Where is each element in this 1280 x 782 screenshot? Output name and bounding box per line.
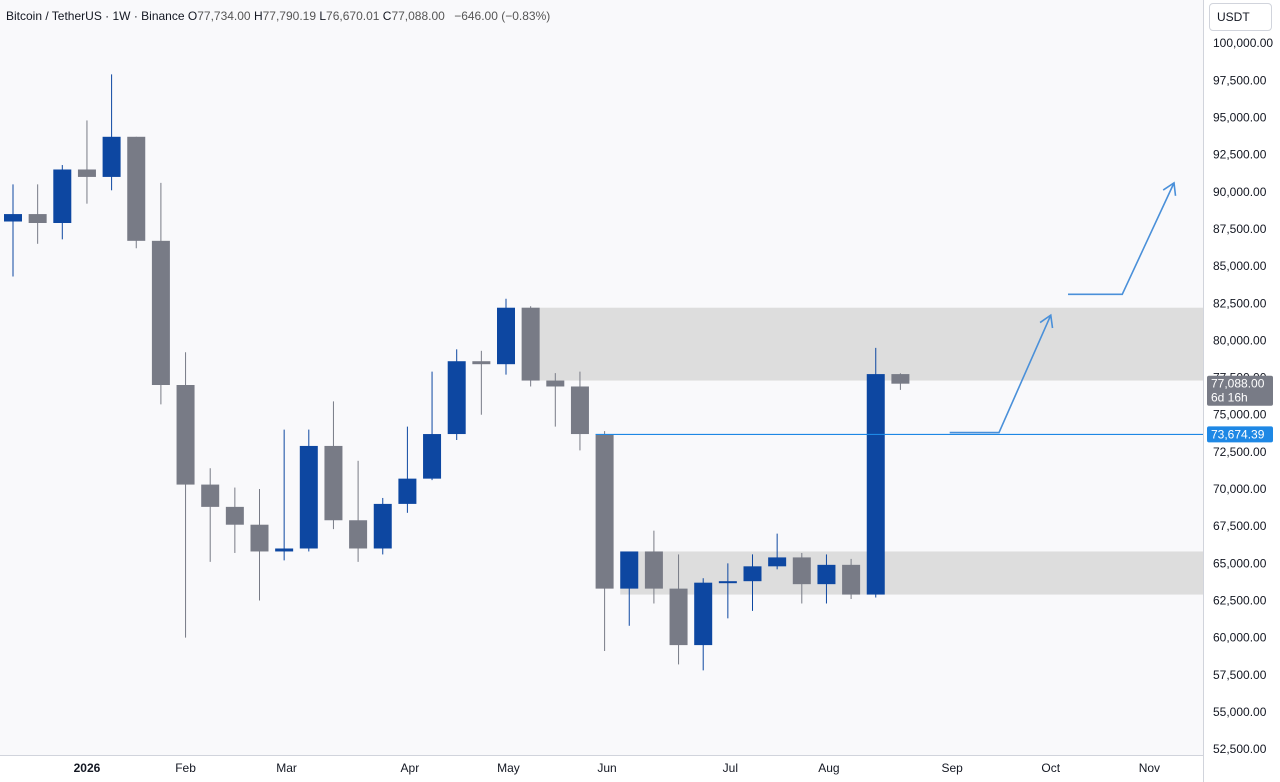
candle-body-28 [694, 582, 713, 646]
candle-body-11 [275, 548, 294, 552]
candle-body-29 [718, 581, 737, 584]
y-tick-label: 52,500.00 [1213, 742, 1267, 756]
y-tick-label: 57,500.00 [1213, 668, 1267, 682]
candle-body-1 [28, 214, 47, 223]
candle-body-24 [595, 434, 614, 589]
y-tick-label: 67,500.00 [1213, 519, 1267, 533]
current-price-label: 77,088.00 [1211, 377, 1265, 391]
candle-body-5 [127, 136, 146, 241]
x-tick-label: Aug [818, 761, 839, 775]
candle-body-0 [4, 214, 22, 222]
candle-body-6 [151, 240, 170, 385]
symbol-title[interactable]: Bitcoin / TetherUS · 1W · Binance [6, 9, 185, 23]
symbol-header: Bitcoin / TetherUS · 1W · Binance O77,73… [6, 9, 550, 23]
candle-body-31 [768, 557, 787, 567]
y-tick-label: 72,500.00 [1213, 445, 1267, 459]
x-tick-label: Nov [1139, 761, 1160, 775]
y-tick-label: 92,500.00 [1213, 148, 1267, 162]
x-tick-label: Mar [276, 761, 297, 775]
level-price-label: 73,674.39 [1211, 427, 1265, 441]
change-value: −646.00 (−0.83%) [454, 9, 551, 23]
candle-body-21 [521, 307, 540, 381]
candle-body-12 [299, 445, 318, 549]
y-tick-label: 62,500.00 [1213, 594, 1267, 608]
currency-button[interactable]: USDT [1209, 3, 1272, 31]
x-tick-label: Apr [401, 761, 420, 775]
open-label: O [187, 9, 198, 23]
current-price-tag [1207, 375, 1273, 406]
candle-body-17 [423, 434, 442, 479]
close-value: 77,088.00 [391, 9, 445, 23]
time-axis-panel [0, 755, 1203, 782]
candle-body-34 [842, 564, 861, 595]
candle-body-18 [447, 361, 466, 435]
candle-body-16 [398, 478, 417, 504]
y-tick-label: 55,000.00 [1213, 705, 1267, 719]
candle-body-15 [373, 503, 392, 549]
open-value: 77,734.00 [197, 9, 251, 23]
level-price-tag [1207, 426, 1273, 443]
y-tick-label: 95,000.00 [1213, 110, 1267, 124]
candle-body-4 [102, 136, 121, 177]
x-tick-label: Jul [723, 761, 738, 775]
y-tick-label: 85,000.00 [1213, 259, 1267, 273]
high-value: 77,790.19 [262, 9, 317, 23]
x-tick-label: Feb [175, 761, 196, 775]
zone-1 [521, 307, 1203, 381]
x-tick-label: Sep [941, 761, 963, 775]
candle-body-36 [891, 374, 910, 384]
y-tick-label: 90,000.00 [1213, 185, 1267, 199]
y-tick-label: 87,500.00 [1213, 222, 1267, 236]
zone-2 [620, 551, 1203, 595]
x-tick-label: May [497, 761, 520, 775]
candle-body-26 [644, 551, 663, 589]
arrow-head-1 [1039, 313, 1054, 329]
y-tick-label: 70,000.00 [1213, 482, 1267, 496]
x-tick-label: Jun [597, 761, 616, 775]
candle-body-2 [53, 169, 72, 223]
candle-body-32 [792, 557, 811, 585]
candle-body-35 [866, 374, 885, 595]
low-value: 76,670.01 [326, 9, 380, 23]
projection-arrow-1 [949, 314, 1052, 434]
candle-body-22 [546, 380, 565, 387]
candle-body-20 [497, 307, 515, 365]
candle-body-23 [570, 386, 589, 435]
close-label: C [382, 9, 392, 23]
y-tick-label: 82,500.00 [1213, 296, 1267, 310]
x-tick-label: 2026 [74, 761, 101, 775]
candle-body-7 [176, 385, 195, 485]
candle-body-3 [77, 169, 96, 177]
y-tick-label: 100,000.00 [1213, 36, 1273, 50]
y-tick-label: 97,500.00 [1213, 73, 1267, 87]
candle-body-10 [250, 524, 269, 552]
candle-body-19 [472, 361, 491, 365]
projection-arrow-2 [1068, 182, 1175, 296]
candle-body-30 [743, 566, 762, 582]
candle-body-13 [324, 445, 343, 521]
candle-body-14 [349, 520, 368, 549]
candle-body-9 [225, 506, 244, 525]
y-tick-label: 80,000.00 [1213, 333, 1267, 347]
y-tick-label: 75,000.00 [1213, 408, 1267, 422]
countdown-label: 6d 16h [1211, 391, 1248, 405]
x-tick-label: Oct [1041, 761, 1060, 775]
arrow-head-2 [1162, 181, 1177, 196]
high-label: H [253, 9, 263, 23]
y-tick-label: 60,000.00 [1213, 631, 1267, 645]
y-tick-label: 65,000.00 [1213, 556, 1267, 570]
candle-body-33 [817, 564, 836, 585]
candle-body-27 [669, 588, 688, 646]
low-label: L [319, 9, 327, 23]
candle-body-25 [620, 551, 639, 589]
candle-body-8 [201, 484, 220, 507]
